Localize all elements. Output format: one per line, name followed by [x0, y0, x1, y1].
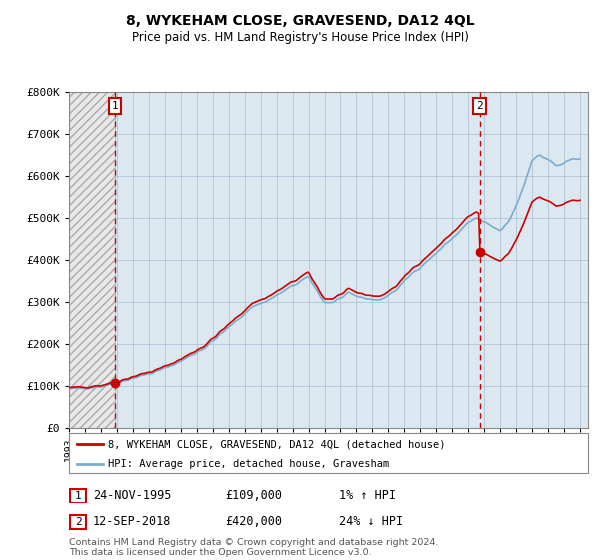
Text: HPI: Average price, detached house, Gravesham: HPI: Average price, detached house, Grav…	[108, 459, 389, 469]
Text: 1: 1	[74, 491, 82, 501]
Text: £420,000: £420,000	[225, 515, 282, 529]
Text: 1: 1	[112, 101, 118, 111]
Text: £109,000: £109,000	[225, 489, 282, 502]
Text: Price paid vs. HM Land Registry's House Price Index (HPI): Price paid vs. HM Land Registry's House …	[131, 31, 469, 44]
Text: Contains HM Land Registry data © Crown copyright and database right 2024.
This d: Contains HM Land Registry data © Crown c…	[69, 538, 439, 557]
FancyBboxPatch shape	[69, 433, 588, 473]
Text: 8, WYKEHAM CLOSE, GRAVESEND, DA12 4QL: 8, WYKEHAM CLOSE, GRAVESEND, DA12 4QL	[125, 14, 475, 28]
Text: 2: 2	[476, 101, 483, 111]
Text: 12-SEP-2018: 12-SEP-2018	[93, 515, 172, 529]
Bar	[69, 92, 115, 428]
Text: 24-NOV-1995: 24-NOV-1995	[93, 489, 172, 502]
Text: 1% ↑ HPI: 1% ↑ HPI	[339, 489, 396, 502]
FancyBboxPatch shape	[70, 515, 86, 529]
Text: 24% ↓ HPI: 24% ↓ HPI	[339, 515, 403, 529]
Text: 8, WYKEHAM CLOSE, GRAVESEND, DA12 4QL (detached house): 8, WYKEHAM CLOSE, GRAVESEND, DA12 4QL (d…	[108, 439, 445, 449]
Text: 2: 2	[74, 517, 82, 527]
FancyBboxPatch shape	[70, 488, 86, 503]
